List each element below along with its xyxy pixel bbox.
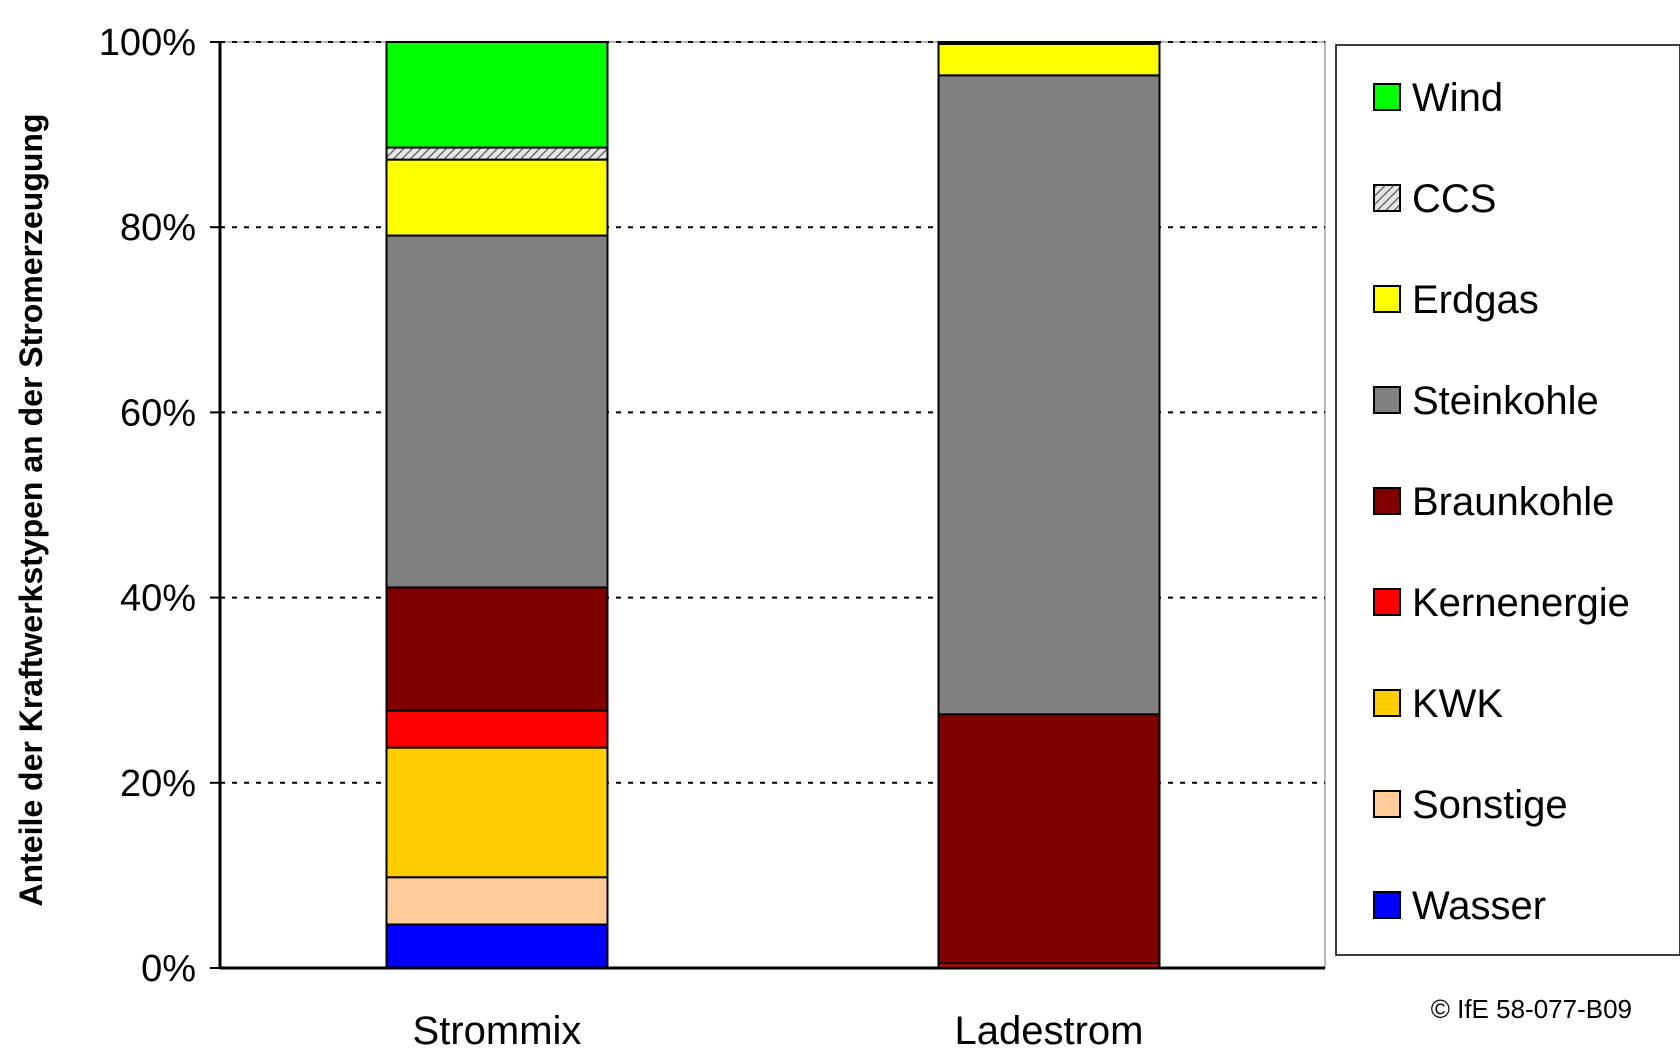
bar-segment-wasser-strommix (385, 923, 609, 970)
y-tick-label: 60% (120, 392, 196, 434)
legend-swatch-sonstige (1373, 790, 1401, 818)
bar-segment-kwk-strommix (385, 746, 609, 879)
legend-swatch-ccs (1373, 184, 1401, 212)
x-category-label: Ladestrom (955, 1009, 1144, 1053)
legend-swatch-steinkohle (1373, 386, 1401, 414)
copyright-note: © IfE 58-077-B09 (1431, 994, 1632, 1024)
legend-swatch-wasser (1373, 891, 1401, 919)
bar-segment-ccs-strommix (385, 146, 609, 161)
legend-label-wasser: Wasser (1412, 884, 1546, 928)
bar-segment-braunkohle-ladestrom (937, 713, 1161, 965)
legend-label-sonstige: Sonstige (1412, 783, 1568, 827)
bar-segment-braunkohle-strommix (385, 586, 609, 712)
bar-segment-sonstige-strommix (385, 876, 609, 926)
bar-segment-steinkohle-strommix (385, 234, 609, 589)
x-category-labels: Strommix Ladestrom (413, 1009, 1144, 1053)
legend-swatch-kwk (1373, 689, 1401, 717)
bar-segment-erdgas-ladestrom (937, 42, 1161, 77)
y-tick-label: 40% (120, 578, 196, 620)
bar-segment-steinkohle-ladestrom (937, 74, 1161, 716)
legend-swatch-wind (1373, 83, 1401, 111)
y-tick-label: 100% (99, 22, 196, 64)
y-tick-label: 0% (141, 948, 196, 990)
legend-swatch-erdgas (1373, 285, 1401, 313)
legend-label-kwk: KWK (1412, 682, 1503, 726)
legend: Wind CCS Erdgas Steinkohle Braunkohle Kernene… (1373, 76, 1630, 928)
legend-label-wind: Wind (1412, 76, 1503, 120)
legend-label-kernenergie: Kernenergie (1412, 581, 1630, 625)
legend-label-steinkohle: Steinkohle (1412, 379, 1599, 423)
x-category-label: Strommix (413, 1009, 582, 1053)
y-tick-label: 80% (120, 207, 196, 249)
legend-swatch-braunkohle (1373, 487, 1401, 515)
bar-segment-wind-strommix (385, 41, 609, 149)
bar-segment-erdgas-strommix (385, 158, 609, 237)
legend-label-ccs: CCS (1412, 177, 1496, 221)
legend-label-erdgas: Erdgas (1412, 278, 1539, 322)
bars (385, 41, 1161, 970)
y-tick-labels: 0% 20% 40% 60% 80% 100% (99, 22, 220, 990)
legend-label-braunkohle: Braunkohle (1412, 480, 1614, 524)
legend-swatch-kernenergie (1373, 588, 1401, 616)
y-tick-label: 20% (120, 763, 196, 805)
y-axis-label: Anteile der Kraftwerkstypen an der Strom… (13, 113, 49, 906)
bar-segment-kernenergie-strommix (385, 709, 609, 749)
bar-segment-wind-ladestrom (937, 41, 1161, 45)
